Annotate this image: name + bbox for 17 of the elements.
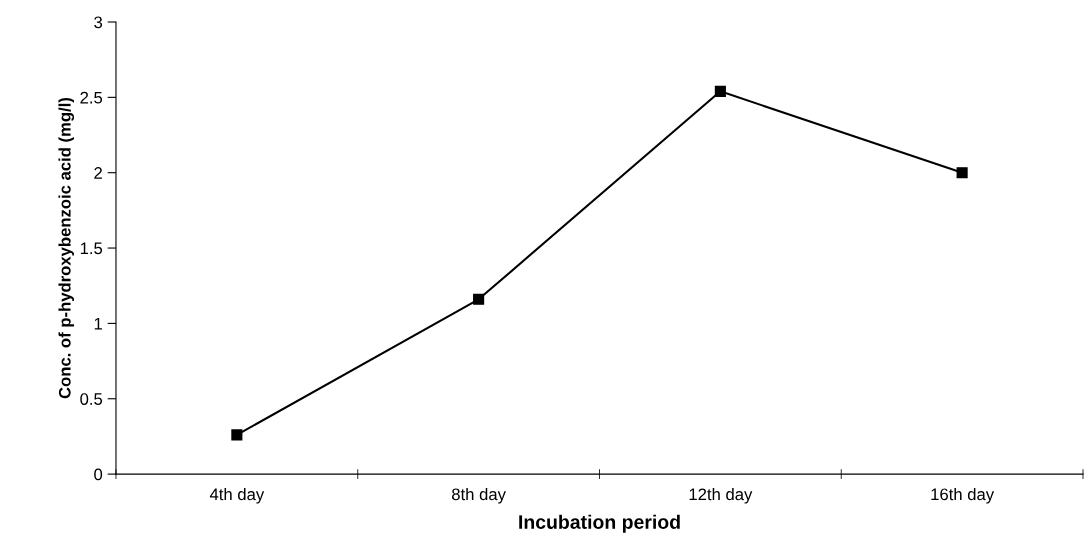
- point: [714, 85, 726, 97]
- y-axis-title: Conc. of p-hydroxybenzoic acid (mg/l): [58, 97, 75, 399]
- x-tick-label: 8th day: [452, 487, 506, 504]
- x-tick-label: 16th day: [931, 487, 995, 504]
- y-tick-label: 2: [94, 167, 102, 179]
- x-tick-label: 4th day: [209, 487, 265, 504]
- x-tick-label: 12th day: [689, 487, 753, 504]
- x-axis-title: Incubation period: [519, 514, 680, 533]
- point: [473, 293, 485, 305]
- y-tick-label: 0.5: [80, 393, 103, 405]
- y-tick-label: 2.5: [80, 91, 103, 104]
- y-tick-label: 0: [94, 468, 103, 481]
- point: [231, 429, 243, 441]
- point: [956, 167, 968, 179]
- y-tick-label: 1.5: [80, 242, 103, 255]
- y-tick-label: 1: [94, 317, 102, 330]
- y-tick-label: 3: [94, 16, 103, 29]
